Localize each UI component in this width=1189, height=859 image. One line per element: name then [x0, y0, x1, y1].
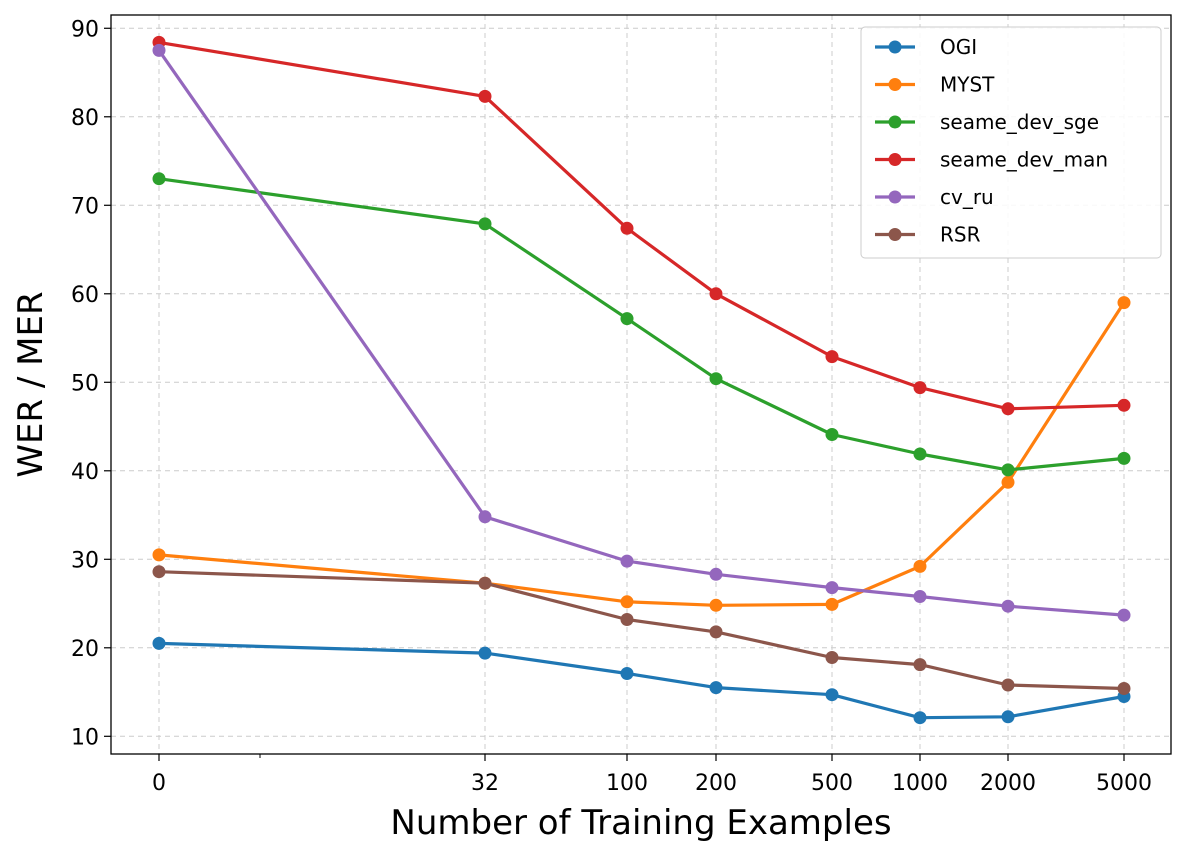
legend: OGI MYST seame_dev_sge seame_dev_man cv_ru RS… [860, 26, 1162, 259]
y-tick-label: 70 [71, 194, 99, 219]
legend-item: seame_dev_sge [875, 110, 1099, 134]
data-point [1117, 398, 1131, 412]
legend-marker [888, 153, 902, 166]
data-point [1117, 682, 1131, 695]
data-point [152, 565, 166, 579]
data-point [709, 372, 723, 386]
x-tick-label: 32 [471, 771, 499, 796]
y-tick-label: 50 [71, 371, 99, 396]
data-point [825, 581, 839, 595]
data-point [1001, 463, 1015, 477]
legend-marker [888, 228, 902, 241]
data-point [152, 548, 166, 562]
data-point [825, 651, 839, 664]
series-line [157, 40, 1126, 411]
data-point [478, 646, 492, 660]
legend-marker [888, 40, 902, 54]
data-point [478, 510, 492, 524]
data-point [478, 217, 492, 231]
series-RSR [152, 565, 1131, 695]
x-tick-label: 0 [152, 771, 166, 796]
legend-label: MYST [940, 73, 995, 97]
data-point [709, 598, 723, 612]
data-point [1117, 451, 1131, 465]
series-line [157, 177, 1126, 472]
legend-marker [888, 190, 902, 204]
data-point [709, 287, 723, 301]
data-point [913, 559, 927, 573]
axis-ticks: 0 32 100 200 500 1000 2000 5000 10 20 30 40 50 60 70 80… [71, 17, 1152, 796]
legend-item: RSR [875, 223, 981, 247]
data-point [1001, 710, 1015, 724]
y-tick-label: 80 [71, 106, 99, 131]
legend-label: OGI [940, 35, 977, 59]
legend-item: OGI [875, 35, 977, 59]
data-point [1117, 296, 1131, 310]
data-point [1001, 402, 1015, 416]
data-point [913, 590, 927, 603]
data-point [620, 595, 634, 609]
data-point [825, 688, 839, 702]
series-cv_ru [152, 43, 1131, 622]
data-point [1117, 608, 1131, 622]
data-point [709, 567, 723, 581]
x-tick-label: 5000 [1096, 771, 1152, 796]
data-point [1001, 475, 1015, 489]
data-point [825, 597, 839, 611]
plot-frame [110, 14, 1172, 755]
data-point [620, 667, 634, 680]
data-point [825, 350, 839, 364]
x-tick-label: 100 [606, 771, 648, 796]
data-point [709, 625, 723, 639]
series-line [157, 570, 1126, 691]
data-point [913, 658, 927, 672]
legend-label: seame_dev_sge [940, 110, 1099, 134]
legend-label: RSR [940, 223, 981, 247]
series-seame_dev_sge [152, 172, 1131, 477]
series-line [157, 641, 1126, 720]
y-tick-label: 20 [71, 637, 99, 662]
y-tick-label: 60 [71, 283, 99, 308]
x-tick-label: 500 [811, 771, 853, 796]
data-point [620, 613, 634, 626]
data-point [478, 89, 492, 103]
y-axis-title: WER / MER [11, 291, 51, 477]
legend-label: seame_dev_man [940, 148, 1108, 172]
data-point [620, 312, 634, 326]
data-point [913, 447, 927, 461]
legend-item: seame_dev_man [875, 148, 1108, 172]
series-line [157, 301, 1126, 607]
legend-marker [888, 78, 902, 91]
data-point [620, 221, 634, 235]
data-point [913, 711, 927, 725]
y-tick-label: 30 [71, 548, 99, 573]
y-tick-label: 10 [71, 725, 99, 750]
data-point [478, 576, 492, 590]
series-seame_dev_man [152, 35, 1131, 416]
data-point [709, 681, 723, 695]
y-tick-label: 90 [71, 17, 99, 42]
data-point [913, 381, 927, 395]
legend-item: MYST [875, 73, 995, 97]
series-line [157, 48, 1126, 617]
legend-item: cv_ru [875, 185, 994, 209]
data-point [152, 636, 166, 650]
x-tick-label: 1000 [892, 771, 948, 796]
y-tick-label: 40 [71, 460, 99, 485]
data-point [152, 172, 166, 186]
legend-box [860, 26, 1162, 259]
x-tick-label: 2000 [980, 771, 1036, 796]
data-point [825, 428, 839, 441]
legend-label: cv_ru [940, 185, 994, 209]
x-tick-label: 200 [695, 771, 737, 796]
data-point [1001, 599, 1015, 613]
data-point [1001, 678, 1015, 692]
x-axis-title: Number of Training Examples [390, 803, 891, 843]
data-point [152, 43, 166, 57]
series-lines [152, 35, 1131, 725]
legend-marker [888, 115, 902, 129]
data-point [620, 554, 634, 568]
